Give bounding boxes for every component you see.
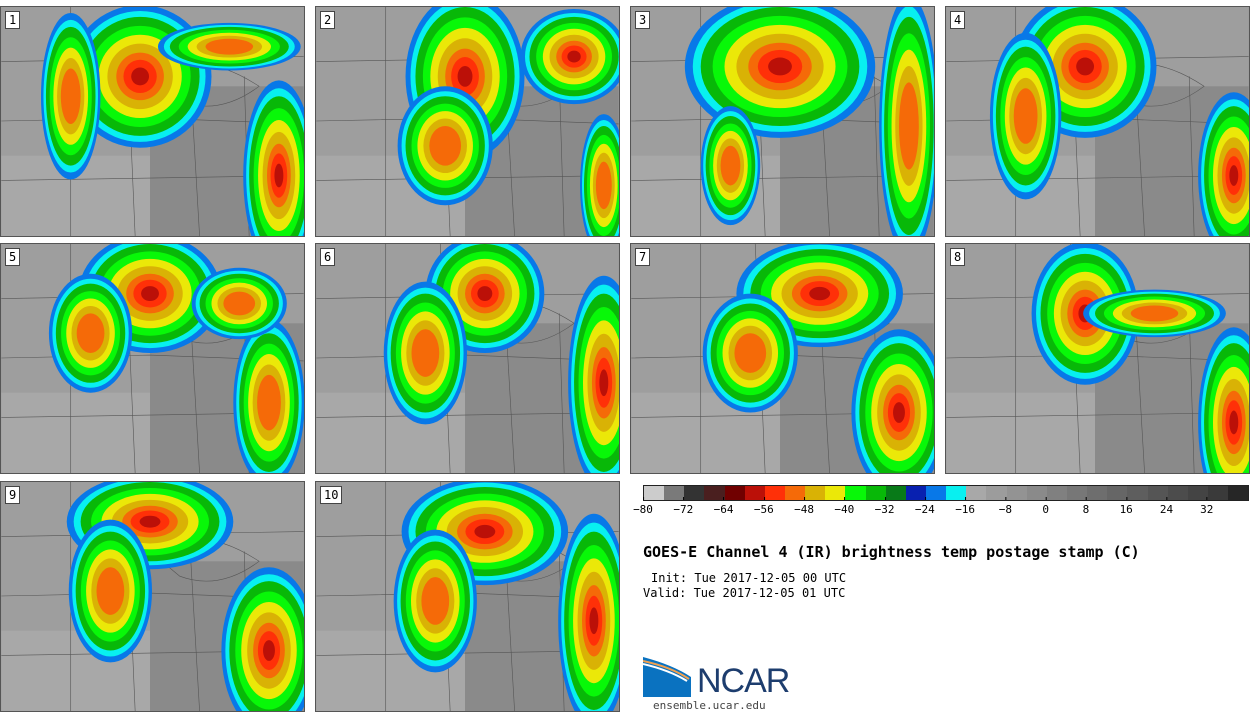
ir-satellite-map — [631, 244, 934, 473]
map-panel: 2 — [315, 6, 620, 237]
colorbar-tick-label: −48 — [794, 497, 814, 516]
colorbar-tick-label: 0 — [1042, 497, 1049, 516]
member-number-label: 7 — [635, 248, 651, 266]
logo-url: ensemble.ucar.edu — [653, 699, 766, 712]
init-time: Init: Tue 2017-12-05 00 UTC — [651, 571, 847, 585]
colorbar-swatch — [1127, 486, 1148, 500]
colorbar-swatch — [744, 486, 765, 500]
colorbar-ticks: −80 −72 −64 −56 −48 −40 −32 −24 −16 −8 0 8 16 24 32 — [633, 497, 1247, 520]
ir-satellite-map — [1, 482, 304, 711]
colorbar-swatch — [1006, 486, 1027, 500]
ir-satellite-map — [316, 7, 619, 236]
colorbar-tick-label: −72 — [673, 497, 693, 516]
map-panel: 4 — [945, 6, 1250, 237]
colorbar-tick-label: 16 — [1120, 497, 1133, 516]
colorbar-swatch — [845, 486, 866, 500]
member-number-label: 10 — [320, 486, 343, 504]
ir-satellite-map — [1, 244, 304, 473]
member-number-label: 3 — [635, 11, 651, 29]
map-panel: 7 — [630, 243, 935, 474]
colorbar-swatch — [1147, 486, 1168, 500]
ir-satellite-map — [1, 7, 304, 236]
ir-satellite-map — [316, 482, 619, 711]
logo-text: NCAR — [697, 662, 790, 700]
member-number-label: 6 — [320, 248, 336, 266]
colorbar-swatch — [925, 486, 947, 500]
colorbar-swatch — [986, 486, 1007, 500]
colorbar-tick-label: −8 — [999, 497, 1012, 516]
member-number-label: 1 — [5, 11, 21, 29]
colorbar-swatch — [1187, 486, 1208, 500]
colorbar-tick-label: −56 — [754, 497, 774, 516]
colorbar-tick-label: −32 — [875, 497, 895, 516]
ir-satellite-map — [946, 7, 1249, 236]
colorbar-swatch — [1207, 486, 1229, 500]
map-panel: 5 — [0, 243, 305, 474]
colorbar-swatch — [724, 486, 745, 500]
colorbar-swatch — [885, 486, 906, 500]
map-panel: 6 — [315, 243, 620, 474]
colorbar-swatch — [684, 486, 705, 500]
colorbar-swatch — [825, 486, 846, 500]
colorbar — [643, 485, 1249, 501]
colorbar-swatch — [805, 486, 826, 500]
ir-satellite-map — [946, 244, 1249, 473]
colorbar-tick-label: 8 — [1083, 497, 1089, 516]
map-panel: 1 — [0, 6, 305, 237]
map-panel: 9 — [0, 481, 305, 712]
colorbar-swatch — [644, 486, 665, 500]
member-number-label: 4 — [950, 11, 966, 29]
colorbar-swatch — [784, 486, 806, 500]
map-panel: 8 — [945, 243, 1250, 474]
member-number-label: 9 — [5, 486, 21, 504]
colorbar-swatch — [1046, 486, 1067, 500]
colorbar-tick-label: −80 — [633, 497, 653, 516]
colorbar-swatch — [1107, 486, 1128, 500]
figure-title: GOES-E Channel 4 (IR) brightness temp po… — [643, 543, 1140, 561]
colorbar-swatch — [664, 486, 685, 500]
ncar-logo-icon — [643, 657, 691, 697]
colorbar-swatch — [966, 486, 987, 500]
member-number-label: 2 — [320, 11, 336, 29]
member-number-label: 5 — [5, 248, 21, 266]
colorbar-swatch — [946, 486, 967, 500]
colorbar-tick-label: 24 — [1160, 497, 1173, 516]
colorbar-swatch — [1066, 486, 1088, 500]
colorbar-swatch — [905, 486, 926, 500]
colorbar-tick-label: −24 — [915, 497, 935, 516]
member-number-label: 8 — [950, 248, 966, 266]
colorbar-tick-label: −64 — [714, 497, 733, 516]
colorbar-swatch — [704, 486, 725, 500]
colorbar-tick-label: −40 — [834, 497, 854, 516]
valid-time: Valid: Tue 2017-12-05 01 UTC — [643, 586, 846, 600]
map-panel: 10 — [315, 481, 620, 712]
colorbar-tick-label: 32 — [1200, 497, 1213, 516]
colorbar-swatch — [1026, 486, 1047, 500]
colorbar-swatch — [764, 486, 785, 500]
map-panel: 3 — [630, 6, 935, 237]
ir-satellite-map — [631, 7, 934, 236]
colorbar-swatch — [1228, 486, 1249, 500]
colorbar-tick-label: −16 — [955, 497, 975, 516]
colorbar-swatch — [1167, 486, 1188, 500]
colorbar-swatch — [1087, 486, 1108, 500]
ir-satellite-map — [316, 244, 619, 473]
colorbar-swatch — [865, 486, 886, 500]
